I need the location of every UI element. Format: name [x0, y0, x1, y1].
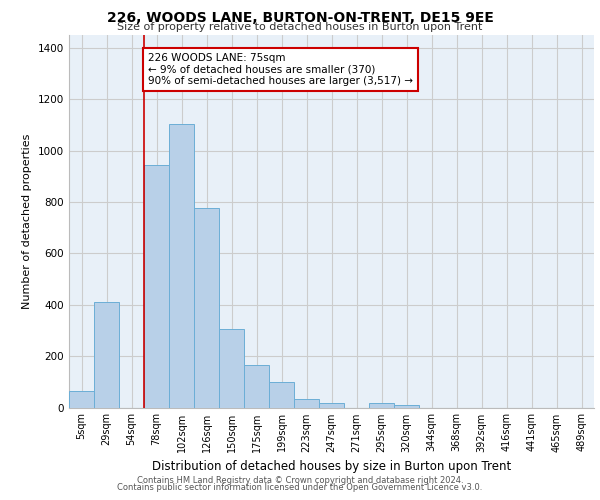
Bar	[394, 406, 419, 407]
Text: Size of property relative to detached houses in Burton upon Trent: Size of property relative to detached ho…	[118, 22, 482, 32]
Y-axis label: Number of detached properties: Number of detached properties	[22, 134, 32, 309]
Bar	[144, 164, 169, 408]
Bar	[269, 382, 294, 407]
Text: 226, WOODS LANE, BURTON-ON-TRENT, DE15 9EE: 226, WOODS LANE, BURTON-ON-TRENT, DE15 9…	[107, 11, 493, 25]
Bar	[194, 208, 219, 408]
Text: Contains public sector information licensed under the Open Government Licence v3: Contains public sector information licen…	[118, 483, 482, 492]
X-axis label: Distribution of detached houses by size in Burton upon Trent: Distribution of detached houses by size …	[152, 460, 511, 473]
Bar	[169, 124, 194, 408]
Bar	[219, 329, 244, 407]
Bar	[319, 403, 344, 407]
Text: Contains HM Land Registry data © Crown copyright and database right 2024.: Contains HM Land Registry data © Crown c…	[137, 476, 463, 485]
Bar	[94, 302, 119, 408]
Bar	[69, 391, 94, 407]
Text: 226 WOODS LANE: 75sqm
← 9% of detached houses are smaller (370)
90% of semi-deta: 226 WOODS LANE: 75sqm ← 9% of detached h…	[148, 53, 413, 86]
Bar	[294, 398, 319, 407]
Bar	[369, 403, 394, 407]
Bar	[244, 365, 269, 408]
